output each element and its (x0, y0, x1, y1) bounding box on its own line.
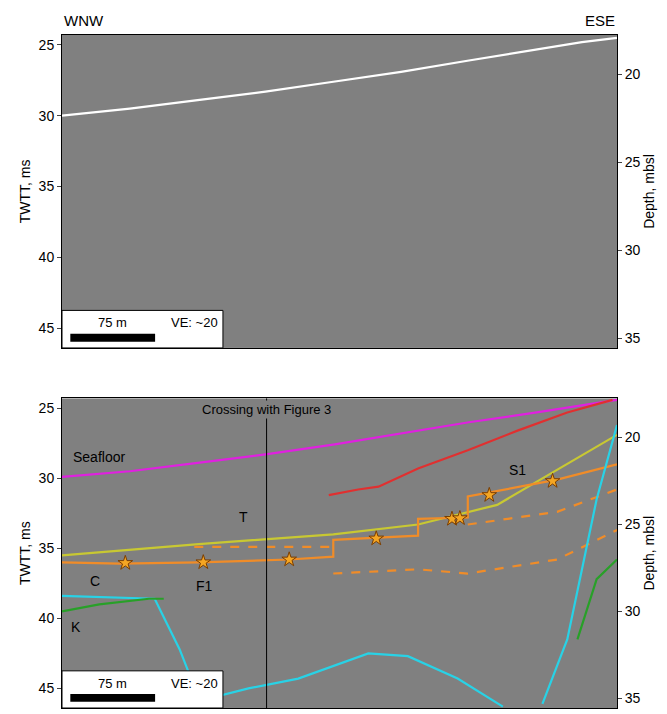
svg-text:25: 25 (625, 154, 641, 170)
svg-text:35: 35 (625, 330, 641, 346)
svg-text:TWTT, ms: TWTT, ms (17, 521, 33, 585)
svg-text:35: 35 (625, 690, 641, 706)
svg-text:ESE: ESE (585, 12, 615, 29)
svg-text:T: T (239, 509, 248, 525)
svg-text:20: 20 (625, 66, 641, 82)
svg-text:25: 25 (625, 516, 641, 532)
svg-text:40: 40 (39, 249, 55, 265)
svg-text:75 m: 75 m (98, 676, 127, 691)
svg-text:Crossing with Figure 3: Crossing with Figure 3 (202, 402, 331, 417)
svg-text:35: 35 (39, 178, 55, 194)
svg-text:25: 25 (39, 37, 55, 53)
svg-text:30: 30 (625, 242, 641, 258)
svg-text:30: 30 (39, 470, 55, 486)
svg-text:WNW: WNW (64, 12, 104, 29)
svg-text:30: 30 (625, 603, 641, 619)
svg-text:45: 45 (39, 680, 55, 696)
svg-text:25: 25 (39, 400, 55, 416)
svg-text:F1: F1 (196, 578, 213, 594)
svg-text:35: 35 (39, 540, 55, 556)
svg-text:K: K (71, 619, 81, 635)
svg-text:C: C (90, 573, 100, 589)
svg-text:Depth, mbsl: Depth, mbsl (641, 516, 657, 591)
svg-text:75 m: 75 m (98, 315, 127, 330)
svg-text:Seafloor: Seafloor (73, 449, 125, 465)
svg-text:45: 45 (39, 320, 55, 336)
svg-text:S1: S1 (509, 462, 526, 478)
svg-text:VE: ~20: VE: ~20 (171, 676, 218, 691)
svg-text:VE: ~20: VE: ~20 (171, 315, 218, 330)
svg-text:30: 30 (39, 108, 55, 124)
svg-text:TWTT, ms: TWTT, ms (17, 160, 33, 224)
svg-text:40: 40 (39, 610, 55, 626)
svg-text:Depth, mbsl: Depth, mbsl (641, 154, 657, 229)
svg-text:20: 20 (625, 429, 641, 445)
